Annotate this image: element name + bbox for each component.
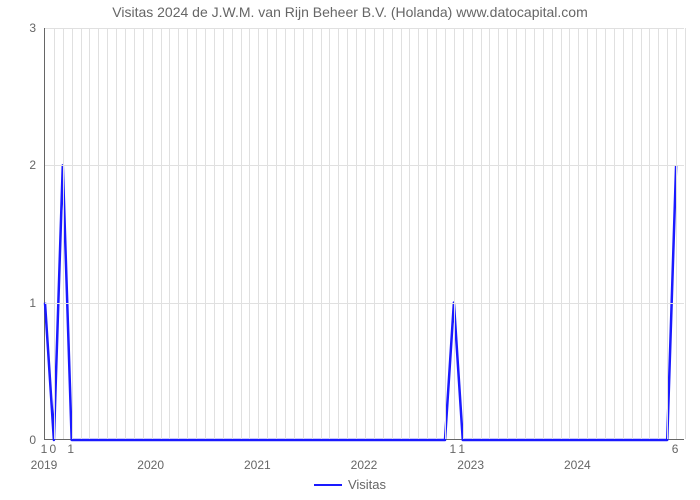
x-tick-label: 2022: [351, 458, 378, 472]
grid-line-vertical: [134, 28, 135, 439]
grid-line-vertical: [552, 28, 553, 439]
grid-line-vertical: [249, 28, 250, 439]
legend-label: Visitas: [348, 477, 386, 492]
grid-line-vertical: [641, 28, 642, 439]
x-tick-label: 2021: [244, 458, 271, 472]
data-point-label: 1: [67, 442, 74, 456]
grid-line-vertical: [445, 28, 446, 439]
grid-line-vertical: [329, 28, 330, 439]
grid-line-vertical: [152, 28, 153, 439]
grid-line-vertical: [116, 28, 117, 439]
grid-line-vertical: [178, 28, 179, 439]
grid-line-vertical: [525, 28, 526, 439]
grid-line-vertical: [436, 28, 437, 439]
y-tick-label: 2: [0, 158, 36, 172]
grid-line-vertical: [498, 28, 499, 439]
grid-line-vertical: [587, 28, 588, 439]
y-tick-label: 1: [0, 296, 36, 310]
grid-line-vertical: [649, 28, 650, 439]
grid-line-vertical: [72, 28, 73, 439]
x-tick-label: 2024: [564, 458, 591, 472]
legend-swatch: [314, 484, 342, 486]
grid-line-vertical: [241, 28, 242, 439]
grid-line-vertical: [507, 28, 508, 439]
grid-line-vertical: [569, 28, 570, 439]
grid-line-vertical: [454, 28, 455, 439]
grid-line-vertical: [463, 28, 464, 439]
grid-line-vertical: [472, 28, 473, 439]
grid-line-vertical: [196, 28, 197, 439]
chart-legend: Visitas: [0, 476, 700, 492]
grid-line-vertical: [223, 28, 224, 439]
data-point-label: 6: [672, 442, 679, 456]
grid-line-vertical: [534, 28, 535, 439]
grid-line-vertical: [89, 28, 90, 439]
y-tick-label: 0: [0, 433, 36, 447]
visits-line-chart: Visitas 2024 de J.W.M. van Rijn Beheer B…: [0, 0, 700, 500]
grid-line-vertical: [427, 28, 428, 439]
grid-line-horizontal: [45, 165, 684, 166]
grid-line-vertical: [632, 28, 633, 439]
grid-line-vertical: [294, 28, 295, 439]
grid-line-vertical: [347, 28, 348, 439]
grid-line-vertical: [267, 28, 268, 439]
plot-area: [44, 28, 684, 440]
grid-line-vertical: [214, 28, 215, 439]
x-tick-label: 2019: [31, 458, 58, 472]
grid-line-vertical: [169, 28, 170, 439]
grid-line-vertical: [383, 28, 384, 439]
y-tick-label: 3: [0, 21, 36, 35]
grid-line-vertical: [658, 28, 659, 439]
grid-line-vertical: [561, 28, 562, 439]
grid-line-vertical: [623, 28, 624, 439]
grid-line-vertical: [578, 28, 579, 439]
data-point-label: 1: [450, 442, 457, 456]
data-point-label: 1: [458, 442, 465, 456]
data-point-label: 0: [50, 442, 57, 456]
grid-line-vertical: [489, 28, 490, 439]
grid-line-vertical: [125, 28, 126, 439]
grid-line-vertical: [285, 28, 286, 439]
grid-line-horizontal: [45, 303, 684, 304]
grid-line-vertical: [338, 28, 339, 439]
grid-line-vertical: [392, 28, 393, 439]
x-tick-label: 2020: [137, 458, 164, 472]
grid-line-vertical: [303, 28, 304, 439]
grid-line-vertical: [481, 28, 482, 439]
grid-line-vertical: [605, 28, 606, 439]
grid-line-vertical: [54, 28, 55, 439]
grid-line-vertical: [161, 28, 162, 439]
grid-line-vertical: [143, 28, 144, 439]
grid-line-vertical: [205, 28, 206, 439]
grid-line-vertical: [614, 28, 615, 439]
grid-line-vertical: [516, 28, 517, 439]
chart-title: Visitas 2024 de J.W.M. van Rijn Beheer B…: [0, 4, 700, 20]
grid-line-vertical: [312, 28, 313, 439]
grid-line-vertical: [107, 28, 108, 439]
grid-line-vertical: [374, 28, 375, 439]
grid-line-vertical: [543, 28, 544, 439]
grid-line-vertical: [685, 28, 686, 439]
grid-line-vertical: [63, 28, 64, 439]
grid-line-vertical: [321, 28, 322, 439]
grid-line-vertical: [676, 28, 677, 439]
grid-line-vertical: [98, 28, 99, 439]
grid-line-vertical: [365, 28, 366, 439]
grid-line-vertical: [356, 28, 357, 439]
data-point-label: 1: [41, 442, 48, 456]
grid-line-vertical: [418, 28, 419, 439]
grid-line-vertical: [409, 28, 410, 439]
grid-line-vertical: [667, 28, 668, 439]
grid-line-vertical: [81, 28, 82, 439]
grid-line-vertical: [258, 28, 259, 439]
grid-line-vertical: [187, 28, 188, 439]
grid-line-vertical: [401, 28, 402, 439]
grid-line-vertical: [596, 28, 597, 439]
x-tick-label: 2023: [457, 458, 484, 472]
grid-line-horizontal: [45, 28, 684, 29]
grid-line-vertical: [232, 28, 233, 439]
grid-line-vertical: [276, 28, 277, 439]
